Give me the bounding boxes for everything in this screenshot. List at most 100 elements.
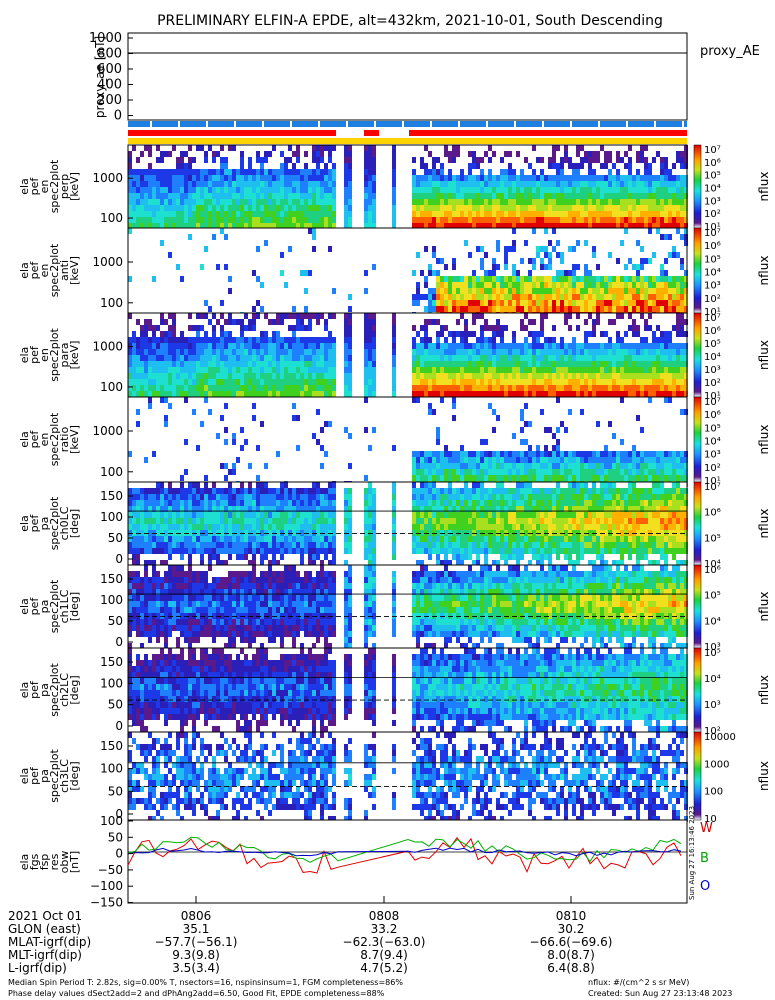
spectrogram-cell (552, 211, 556, 217)
spectrogram-cell (196, 181, 200, 187)
spectrogram-cell (500, 181, 504, 187)
spectrogram-cell (480, 217, 484, 223)
spectrogram-cell (320, 524, 324, 530)
spectrogram-cell (568, 282, 572, 288)
spectrogram-cell (428, 403, 432, 409)
spectrogram-cell (576, 451, 580, 457)
spectrogram-cell (624, 288, 628, 294)
spectrogram-cell (420, 361, 424, 367)
spectrogram-cell (540, 199, 544, 205)
spectrogram-cell (456, 288, 460, 294)
spectrogram-cell (620, 187, 624, 193)
spectrogram-cell (132, 536, 136, 542)
spectrogram-cell (164, 536, 168, 542)
spectrogram-cell (608, 457, 612, 463)
spectrogram-cell (476, 294, 480, 300)
spectrogram-cell (644, 193, 648, 199)
spectrogram-cell (608, 355, 612, 361)
spectrogram-cell (640, 373, 644, 379)
spectrogram-cell (656, 325, 660, 331)
spectrogram-cell (488, 463, 492, 469)
spectrogram-cell (344, 385, 348, 391)
spectrogram-cell (188, 361, 192, 367)
spectrogram-cell (476, 181, 480, 187)
spectrogram-cell (168, 211, 172, 217)
spectrogram-cell (668, 457, 672, 463)
spectrogram-cell (420, 488, 424, 494)
spectrogram-cell (604, 451, 608, 457)
spectrogram-cell (148, 506, 152, 512)
spectrogram-cell (608, 288, 612, 294)
spectrogram-cell (232, 199, 236, 205)
spectrogram-cell (676, 325, 680, 331)
spectrogram-cell (280, 367, 284, 373)
spectrogram-cell (248, 175, 252, 181)
spectrogram-cell (172, 518, 176, 524)
spectrogram-cell (416, 463, 420, 469)
spectrogram-cell (372, 337, 376, 343)
spectrogram-cell (228, 319, 232, 325)
spectrogram-cell (132, 560, 136, 566)
spectrogram-cell (668, 343, 672, 349)
spectrogram-cell (252, 361, 256, 367)
spectrogram-cell (612, 343, 616, 349)
spectrogram-cell (488, 288, 492, 294)
spectrogram-cell (512, 349, 516, 355)
spectrogram-cell (476, 199, 480, 205)
spectrogram-cell (168, 494, 172, 500)
spectrogram-cell (184, 223, 188, 229)
spectrogram-cell (216, 349, 220, 355)
spectrogram-cell (520, 300, 524, 306)
spectrogram-cell (424, 246, 428, 252)
spectrogram-cell (536, 175, 540, 181)
spectrogram-cell (184, 518, 188, 524)
spectrogram-cell (316, 313, 320, 319)
spectrogram-cell (524, 451, 528, 457)
spectrogram-cell (504, 193, 508, 199)
spectrogram-cell (672, 175, 676, 181)
spectrogram-cell (500, 331, 504, 337)
spectrogram-cell (584, 337, 588, 343)
spectrogram-cell (456, 223, 460, 229)
spectrogram-cell (628, 451, 632, 457)
spectrogram-cell (544, 175, 548, 181)
spectrogram-cell (368, 482, 372, 488)
spectrogram-cell (648, 469, 652, 475)
spectrogram-cell (264, 337, 268, 343)
spectrogram-cell (248, 211, 252, 217)
spectrogram-cell (136, 409, 140, 415)
spectrogram-cell (160, 175, 164, 181)
spectrogram-cell (228, 482, 232, 488)
spectrogram-cell (196, 506, 200, 512)
spectrogram-cell (596, 157, 600, 163)
spectrogram-cell (552, 181, 556, 187)
spectrogram-cell (488, 385, 492, 391)
spectrogram-cell (228, 488, 232, 494)
spectrogram-cell (512, 385, 516, 391)
spectrogram-cell (624, 367, 628, 373)
spectrogram-cell (636, 349, 640, 355)
spectrogram-cell (300, 488, 304, 494)
spectrogram-cell (592, 217, 596, 223)
spectrogram-cell (232, 367, 236, 373)
spectrogram-cell (244, 488, 248, 494)
spectrogram-cell (424, 463, 428, 469)
spectrogram-cell (324, 379, 328, 385)
spectrogram-cell (368, 217, 372, 223)
spectrogram-cell (632, 282, 636, 288)
spectrogram-cell (528, 367, 532, 373)
spectrogram-cell (180, 518, 184, 524)
spectrogram-cell (576, 187, 580, 193)
spectrogram-cell (464, 306, 468, 312)
spectrogram-cell (172, 319, 176, 325)
spectrogram-cell (548, 217, 552, 223)
spectrogram-cell (600, 361, 604, 367)
spectrogram-cell (432, 193, 436, 199)
spectrogram-cell (456, 282, 460, 288)
spectrogram-cell (664, 361, 668, 367)
spectrogram-cell (684, 361, 688, 367)
spectrogram-cell (544, 451, 548, 457)
spectrogram-cell (472, 373, 476, 379)
spectrogram-cell (220, 512, 224, 518)
spectrogram-cell (436, 276, 440, 282)
